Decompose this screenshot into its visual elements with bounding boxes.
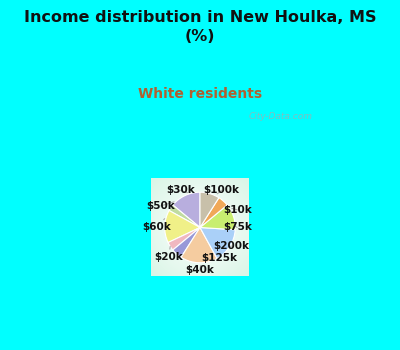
Text: $30k: $30k: [166, 185, 195, 195]
Text: $10k: $10k: [223, 205, 252, 215]
Text: $60k: $60k: [142, 219, 171, 232]
Text: $20k: $20k: [154, 246, 183, 262]
Wedge shape: [173, 228, 200, 257]
Text: $75k: $75k: [223, 223, 252, 232]
Wedge shape: [169, 205, 200, 228]
Wedge shape: [173, 192, 200, 228]
Text: $100k: $100k: [204, 185, 240, 195]
Text: Income distribution in New Houlka, MS
(%): Income distribution in New Houlka, MS (%…: [24, 10, 376, 44]
Wedge shape: [181, 228, 217, 263]
Wedge shape: [165, 210, 200, 243]
Wedge shape: [200, 228, 235, 258]
Text: City-Data.com: City-Data.com: [249, 112, 313, 121]
Text: $200k: $200k: [213, 241, 249, 251]
Text: $125k: $125k: [202, 253, 238, 263]
Wedge shape: [200, 192, 219, 228]
Text: $50k: $50k: [146, 201, 175, 211]
Wedge shape: [200, 205, 235, 230]
Text: $40k: $40k: [186, 265, 214, 275]
Wedge shape: [200, 198, 227, 228]
Text: White residents: White residents: [138, 88, 262, 102]
Wedge shape: [168, 228, 200, 250]
